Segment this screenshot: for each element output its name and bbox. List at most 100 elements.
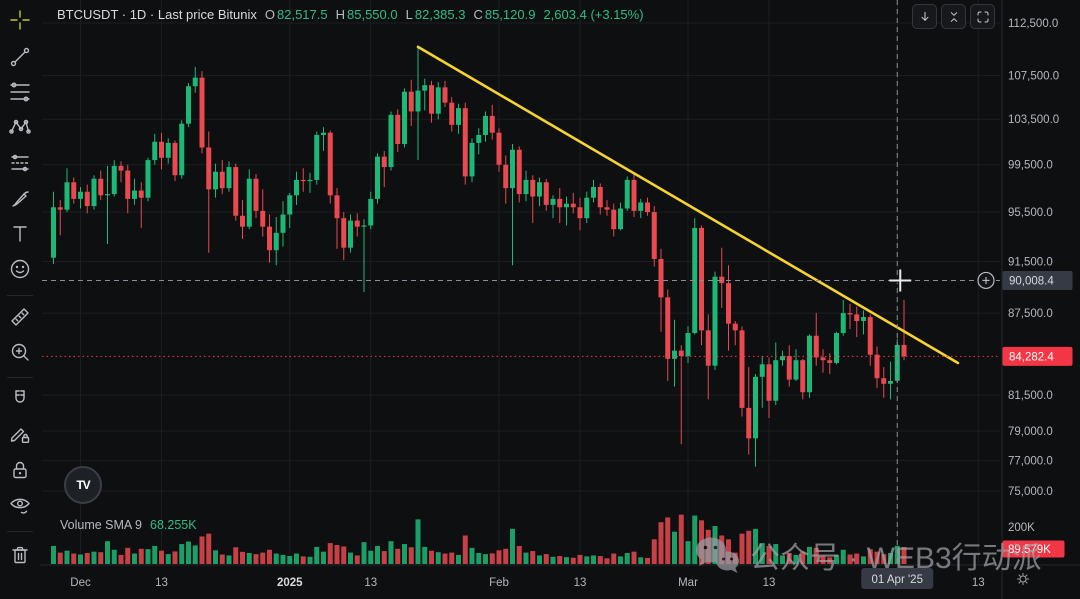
volume-bar — [773, 544, 779, 564]
candle-body — [699, 227, 704, 331]
fib-retracement-tool-button[interactable] — [8, 80, 32, 104]
text-tool-button[interactable] — [8, 222, 32, 246]
trend-line-tool-button[interactable] — [8, 45, 32, 69]
toolbar-divider — [7, 377, 33, 378]
volume-bar — [564, 557, 569, 564]
volume-bar — [631, 551, 637, 564]
drawing-mode-tool-button[interactable] — [8, 422, 32, 446]
current-volume-label-box — [1002, 540, 1065, 558]
volume-bar — [78, 554, 83, 564]
volume-bar — [375, 545, 380, 564]
symbol-header[interactable]: BTCUSDT · 1D · Last price Bitunix O 82,51… — [57, 7, 644, 22]
ruler-tool-button[interactable] — [8, 305, 32, 329]
scroll-to-recent-button[interactable] — [912, 4, 937, 29]
volume-bar — [503, 548, 509, 564]
eye-icon — [10, 498, 30, 514]
volume-bar — [604, 558, 610, 564]
candle-body — [375, 156, 380, 199]
candle-body — [138, 190, 144, 198]
candle-body — [280, 214, 286, 233]
candle-body — [213, 171, 218, 190]
candle-body — [503, 164, 509, 189]
emoji-tool-button[interactable] — [8, 257, 32, 281]
volume-bar — [280, 554, 286, 564]
volume-bar — [71, 553, 77, 564]
trendline-drawing[interactable] — [416, 45, 960, 365]
crosshair-price-label-box — [1002, 270, 1073, 290]
volume-bar — [388, 541, 394, 564]
candle-body — [759, 364, 765, 377]
candle-body — [199, 77, 205, 148]
volume-bar — [287, 556, 293, 564]
candle-body — [246, 178, 252, 227]
candle-body — [300, 179, 306, 182]
volume-bar — [307, 556, 313, 564]
volume-bar — [429, 550, 434, 564]
volume-bar — [854, 553, 860, 564]
volume-bar — [98, 552, 104, 564]
candle-body — [462, 108, 468, 177]
ohlc-low: L 82,385.3 — [405, 7, 466, 22]
axis-settings-button[interactable] — [1014, 570, 1032, 588]
candle-body — [219, 171, 225, 189]
remove-drawings-tool-button[interactable] — [8, 543, 32, 567]
overlays — [42, 0, 1000, 565]
volume-bar — [314, 546, 320, 564]
candle-body — [165, 142, 171, 158]
candle-body — [786, 356, 792, 380]
zoom-in-tool-button[interactable] — [8, 340, 32, 364]
candle-body — [719, 276, 725, 284]
volume-bar — [543, 554, 549, 564]
chart-controls — [912, 4, 995, 29]
crosshair-time-label-box — [861, 568, 934, 589]
volume-bar — [300, 556, 306, 564]
candle-body — [442, 87, 448, 103]
volume-bar — [111, 549, 117, 564]
candle-body — [746, 407, 752, 439]
fullscreen-button[interactable] — [970, 4, 995, 29]
volume-bar — [51, 545, 56, 564]
volume-bar — [753, 528, 758, 564]
volume-legend[interactable]: Volume SMA 9 68.255K — [60, 518, 197, 532]
volume-bar — [456, 554, 461, 564]
volume-bar — [348, 552, 353, 564]
volume-bar — [746, 530, 752, 564]
candle-body — [408, 91, 414, 112]
candle-body — [287, 195, 293, 215]
candle-body — [881, 378, 887, 384]
last-price-label-box — [1002, 346, 1073, 366]
tradingview-logo[interactable]: TV — [64, 466, 102, 504]
volume-bar — [874, 551, 880, 564]
collapse-button[interactable] — [941, 4, 966, 29]
pencil-lock-icon — [10, 428, 30, 444]
candle-body — [429, 85, 434, 114]
candle-body — [651, 212, 657, 259]
xabcd-pattern-tool-button[interactable] — [8, 115, 32, 139]
candle-body — [888, 380, 893, 384]
brush-tool-button[interactable] — [8, 187, 32, 211]
volume-bar — [402, 544, 407, 564]
candle-body — [91, 178, 97, 207]
candle-body — [800, 360, 806, 393]
hide-drawings-tool-button[interactable] — [8, 493, 32, 517]
long-position-tool-button[interactable] — [8, 151, 32, 175]
volume-bar — [186, 541, 191, 564]
candle-body — [847, 313, 853, 315]
price-axis-label: 79,000.0 — [1008, 426, 1053, 438]
candle-body — [483, 115, 488, 135]
crosshair-tool-button[interactable] — [8, 8, 32, 32]
add-alert-button[interactable] — [977, 271, 995, 290]
volume-bar — [84, 552, 90, 564]
volume-bar — [780, 555, 785, 564]
volume-bar — [408, 547, 414, 564]
volume-bar — [219, 554, 225, 564]
volume-bar — [611, 553, 617, 564]
candle-body — [361, 225, 367, 227]
volume-bar — [807, 546, 812, 564]
candle-body — [64, 182, 70, 210]
magnet-tool-button[interactable] — [8, 387, 32, 411]
lock-tool-button[interactable] — [8, 458, 32, 482]
price-axis-label: 103,500.0 — [1008, 114, 1059, 126]
